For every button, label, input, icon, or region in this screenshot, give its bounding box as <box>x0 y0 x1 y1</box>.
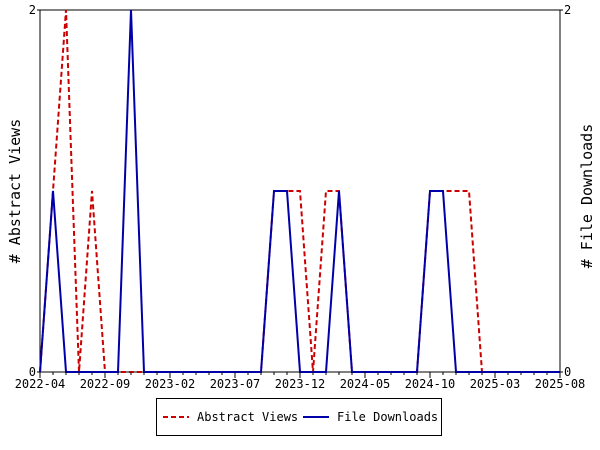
legend: Abstract Views File Downloads <box>156 398 442 436</box>
x-tick-label: 2024-10 <box>405 377 456 391</box>
y-tick-label-left: 0 <box>29 365 36 379</box>
legend-swatch-solid-blue <box>303 416 329 418</box>
legend-item-abstract-views: Abstract Views <box>163 399 298 435</box>
x-tick-label: 2025-08 <box>535 377 586 391</box>
x-tick-label: 2022-09 <box>80 377 131 391</box>
legend-label: File Downloads <box>337 410 439 424</box>
series-line-abstract-views <box>39 9 560 373</box>
x-tick-label: 2025-03 <box>470 377 521 391</box>
x-tick-label: 2023-12 <box>275 377 326 391</box>
axis-layer: 2022-04 2022-09 2023-02 2023-07 2023-12 2024-… <box>15 3 586 391</box>
y-tick-label-left: 2 <box>29 3 36 17</box>
x-tick-label: 2022-04 <box>15 377 66 391</box>
legend-label: Abstract Views <box>197 410 299 424</box>
x-tick-label: 2023-02 <box>145 377 196 391</box>
x-tick-label: 2023-07 <box>210 377 261 391</box>
y-tick-label-right: 0 <box>564 365 571 379</box>
chart: 2022-04 2022-09 2023-02 2023-07 2023-12 2024-… <box>6 3 596 391</box>
legend-item-file-downloads: File Downloads <box>303 399 438 435</box>
y-tick-label-right: 2 <box>564 3 571 17</box>
y-axis-label-left: # Abstract Views <box>6 119 24 264</box>
x-tick-label: 2024-05 <box>340 377 391 391</box>
y-axis-label-right: # File Downloads <box>578 124 596 269</box>
legend-swatch-dashed-red <box>163 416 189 418</box>
